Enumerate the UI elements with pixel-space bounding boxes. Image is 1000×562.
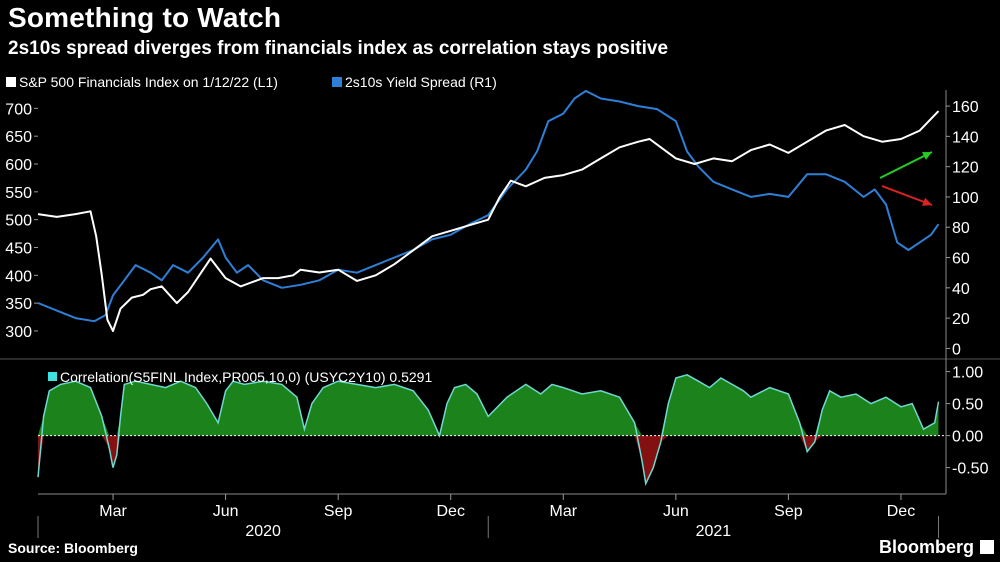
chart-title: Something to Watch xyxy=(8,2,282,33)
left-tick-label: 450 xyxy=(5,240,32,257)
right-tick-label: 20 xyxy=(952,311,970,328)
corr-tick-label: 0.00 xyxy=(952,429,983,446)
corr-tick-label: 0.50 xyxy=(952,397,983,414)
left-tick-label: 350 xyxy=(5,296,32,313)
left-tick-label: 550 xyxy=(5,185,32,202)
left-tick-label: 500 xyxy=(5,213,32,230)
correlation-series-line xyxy=(37,373,940,487)
source-note: Source: Bloomberg xyxy=(8,540,138,556)
x-tick-label: Mar xyxy=(550,503,578,520)
left-tick-label: 400 xyxy=(5,268,32,285)
x-tick-label: Jun xyxy=(663,503,689,520)
corr-legend-label: Correlation(S5FINL Index,PR005,10,0) (US… xyxy=(60,369,432,385)
bloomberg-icon xyxy=(980,540,994,554)
x-tick-label: Jun xyxy=(213,503,239,520)
left-tick-label: 300 xyxy=(5,324,32,341)
right-tick-label: 100 xyxy=(952,190,979,207)
legend: S&P 500 Financials Index on 1/12/22 (L1)… xyxy=(6,74,497,90)
correlation-negative-area xyxy=(38,435,939,484)
chart-subtitle: 2s10s spread diverges from financials in… xyxy=(8,38,669,59)
red-arrow-head xyxy=(922,197,932,206)
left-tick-label: 700 xyxy=(5,101,32,118)
year-label: 2021 xyxy=(696,523,732,540)
lower-panel: -0.50 0.00 0.50 1.00 Correlation(S5FINL Inde… xyxy=(37,365,989,487)
year-label: 2020 xyxy=(245,523,281,540)
x-tick-label: Dec xyxy=(437,503,465,520)
brand-logo-text: Bloomberg xyxy=(878,537,974,557)
correlation-positive-area xyxy=(38,374,939,436)
annotations xyxy=(879,151,933,206)
right-tick-label: 0 xyxy=(952,341,961,358)
left-tick-label: 650 xyxy=(5,129,32,146)
right-tick-label: 120 xyxy=(952,160,979,177)
right-tick-label: 140 xyxy=(952,129,979,146)
x-tick-label: Sep xyxy=(324,503,353,520)
legend-label: S&P 500 Financials Index on 1/12/22 (L1) xyxy=(19,74,278,90)
right-tick-label: 160 xyxy=(952,99,979,116)
x-tick-label: Mar xyxy=(99,503,127,520)
x-axis: Mar Jun Sep Dec Mar Jun Sep Dec 2020 2021 xyxy=(37,493,946,540)
upper-panel: 300 350 400 450 500 550 600 650 700 0 20 40 60 80 100 1… xyxy=(0,89,1000,494)
right-tick-label: 40 xyxy=(952,281,970,298)
x-tick-label: Sep xyxy=(774,503,803,520)
financials-series-line xyxy=(37,110,940,332)
right-tick-label: 80 xyxy=(952,220,970,237)
legend-swatch xyxy=(332,77,342,87)
corr-tick-label: 1.00 xyxy=(952,365,983,382)
green-arrow-head xyxy=(922,152,932,160)
corr-legend-swatch xyxy=(48,372,57,381)
right-tick-label: 60 xyxy=(952,251,970,268)
legend-label: 2s10s Yield Spread (R1) xyxy=(345,74,497,90)
left-tick-label: 600 xyxy=(5,157,32,174)
green-arrow-shaft xyxy=(879,151,933,179)
spread-series-line xyxy=(37,89,940,323)
x-tick-label: Dec xyxy=(887,503,915,520)
corr-tick-label: -0.50 xyxy=(952,461,989,478)
legend-swatch xyxy=(6,77,16,87)
